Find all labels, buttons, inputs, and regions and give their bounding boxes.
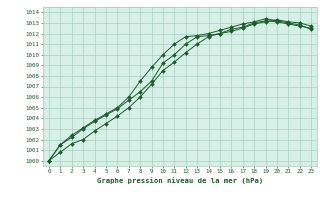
X-axis label: Graphe pression niveau de la mer (hPa): Graphe pression niveau de la mer (hPa) [97, 177, 263, 184]
